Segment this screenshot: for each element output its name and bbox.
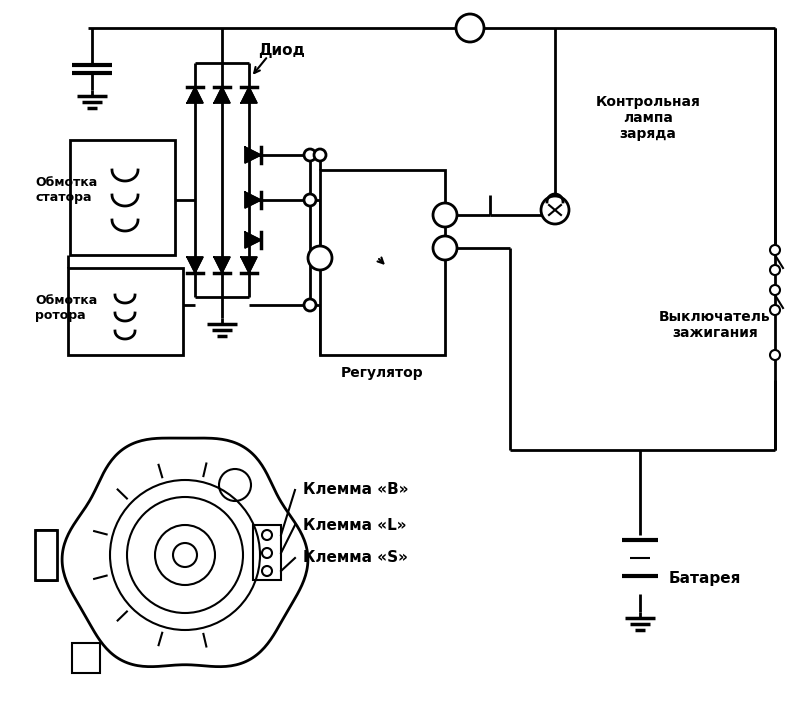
- Circle shape: [770, 285, 780, 295]
- Polygon shape: [62, 438, 308, 667]
- Polygon shape: [245, 232, 261, 248]
- Polygon shape: [187, 87, 203, 103]
- Text: L: L: [442, 210, 449, 220]
- Polygon shape: [241, 87, 257, 103]
- Circle shape: [770, 305, 780, 315]
- Circle shape: [304, 299, 316, 311]
- Text: Клемма «L»: Клемма «L»: [303, 518, 406, 533]
- Circle shape: [262, 548, 272, 558]
- Text: Клемма «S»: Клемма «S»: [303, 551, 408, 566]
- Text: Диод: Диод: [258, 42, 305, 58]
- Text: Батарея: Батарея: [669, 570, 741, 585]
- Polygon shape: [214, 87, 230, 103]
- Polygon shape: [245, 147, 261, 163]
- Text: B: B: [466, 22, 474, 35]
- Text: Обмотка
статора: Обмотка статора: [35, 176, 98, 204]
- Circle shape: [262, 530, 272, 540]
- Text: Регулятор: Регулятор: [341, 366, 423, 380]
- Bar: [68, 268, 183, 355]
- Text: S: S: [441, 243, 449, 253]
- Bar: [35, 530, 57, 580]
- Circle shape: [433, 203, 457, 227]
- Circle shape: [304, 149, 316, 161]
- Text: E: E: [316, 253, 324, 263]
- Text: Клемма «B»: Клемма «B»: [303, 482, 409, 498]
- Circle shape: [304, 194, 316, 206]
- Bar: [253, 525, 281, 580]
- Circle shape: [770, 350, 780, 360]
- Circle shape: [770, 245, 780, 255]
- Text: Выключатель
зажигания: Выключатель зажигания: [659, 310, 771, 340]
- Circle shape: [456, 14, 484, 42]
- Circle shape: [314, 149, 326, 161]
- Bar: [72, 643, 100, 673]
- Polygon shape: [245, 192, 261, 208]
- Circle shape: [433, 236, 457, 260]
- Polygon shape: [214, 257, 230, 273]
- Bar: [70, 140, 175, 255]
- Circle shape: [541, 196, 569, 224]
- Polygon shape: [241, 257, 257, 273]
- Bar: [320, 170, 445, 355]
- Circle shape: [308, 246, 332, 270]
- Text: Обмотка
ротора: Обмотка ротора: [35, 294, 98, 322]
- Polygon shape: [187, 257, 203, 273]
- Circle shape: [262, 566, 272, 576]
- Text: Контрольная
лампа
заряда: Контрольная лампа заряда: [595, 95, 701, 141]
- Circle shape: [770, 265, 780, 275]
